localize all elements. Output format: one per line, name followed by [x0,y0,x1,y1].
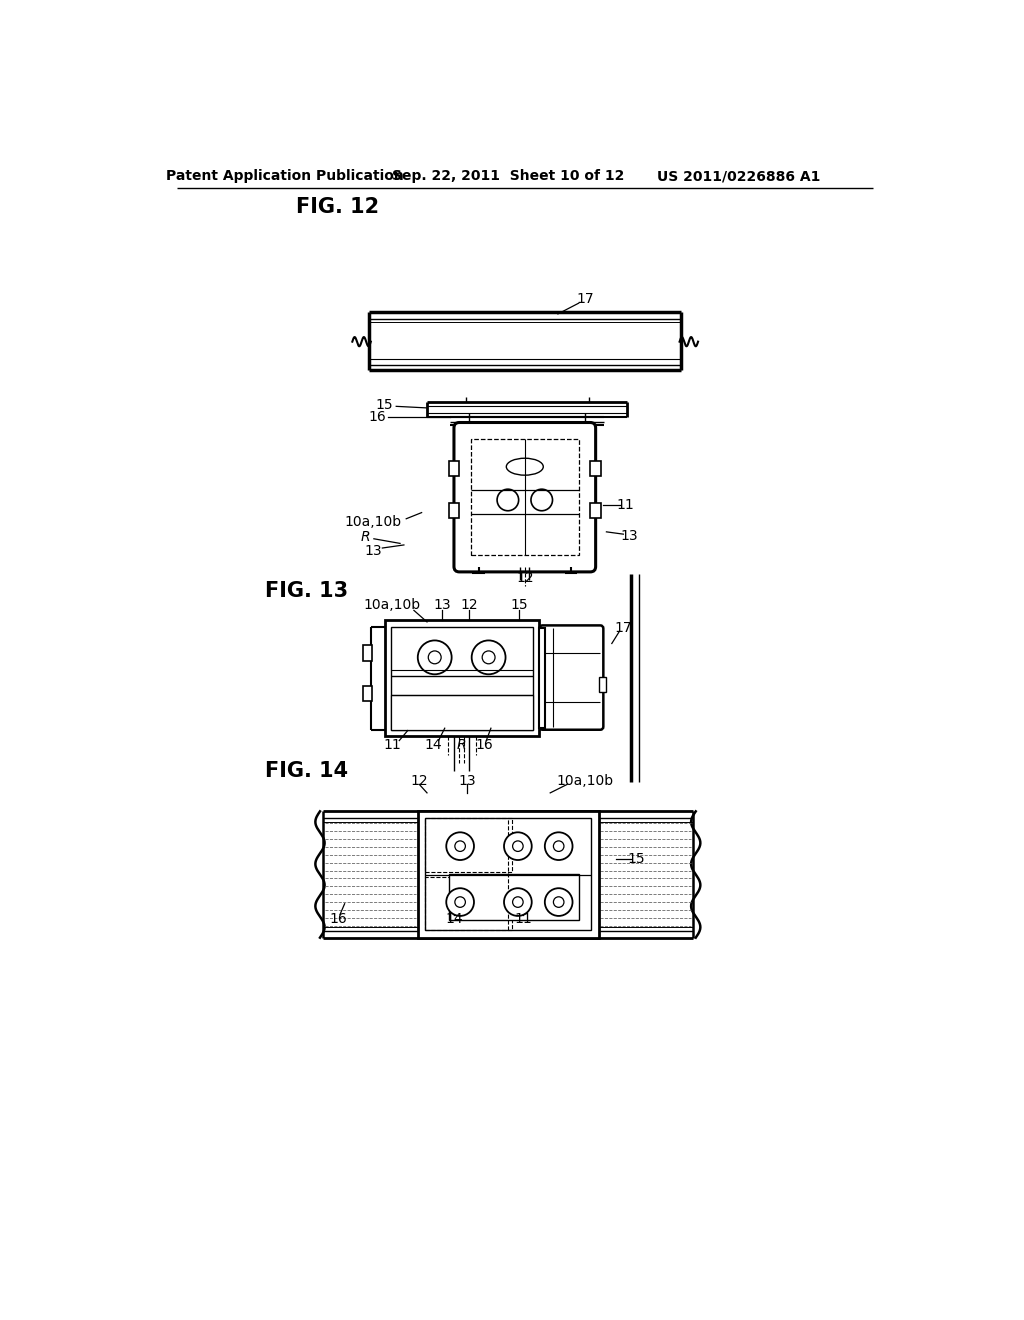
Bar [425,818,512,871]
Circle shape [504,833,531,861]
Text: 11: 11 [514,912,532,927]
Bar [425,876,512,929]
Bar [449,503,460,517]
Bar [539,628,545,729]
Text: Sep. 22, 2011  Sheet 10 of 12: Sep. 22, 2011 Sheet 10 of 12 [391,169,624,183]
Bar [364,645,373,661]
Text: 13: 13 [433,598,452,612]
Text: 10a,10b: 10a,10b [556,774,613,788]
Bar [449,461,460,477]
FancyBboxPatch shape [454,422,596,572]
Text: 13: 13 [365,544,382,558]
Bar [391,627,532,730]
Text: 11: 11 [616,498,635,512]
Text: 13: 13 [458,774,476,788]
Text: FIG. 13: FIG. 13 [265,581,348,601]
Bar [370,313,681,370]
Text: 15: 15 [628,853,645,866]
Bar [418,810,599,937]
Text: 13: 13 [621,529,638,543]
Text: R: R [360,531,371,544]
Bar [590,461,601,477]
Text: 15: 15 [511,598,528,612]
Text: 16: 16 [476,738,494,752]
Text: 16: 16 [368,411,386,424]
Text: 12: 12 [516,572,534,585]
Text: 17: 17 [614,622,632,635]
Text: 17: 17 [577,292,594,305]
Text: 14: 14 [424,738,442,752]
Text: Patent Application Publication: Patent Application Publication [166,169,403,183]
Text: US 2011/0226886 A1: US 2011/0226886 A1 [657,169,820,183]
Text: 12: 12 [461,598,478,612]
Circle shape [545,888,572,916]
Bar [590,503,601,517]
Bar [471,440,579,554]
Circle shape [446,888,474,916]
Text: FIG. 14: FIG. 14 [265,760,348,780]
Text: 16: 16 [330,912,347,927]
Circle shape [504,888,531,916]
Bar [385,620,539,737]
Bar [391,696,532,730]
Text: 14: 14 [445,912,463,927]
Circle shape [446,833,474,861]
Text: R: R [457,738,467,752]
Bar [449,874,580,920]
Text: 12: 12 [411,774,428,788]
Text: 11: 11 [383,738,401,752]
Bar [364,686,373,701]
Text: 10a,10b: 10a,10b [344,515,401,529]
Bar [599,677,606,692]
FancyBboxPatch shape [540,626,603,730]
Circle shape [545,833,572,861]
Bar [425,818,591,929]
Text: FIG. 12: FIG. 12 [296,197,379,216]
Text: 15: 15 [376,397,393,412]
Text: 10a,10b: 10a,10b [364,598,421,612]
